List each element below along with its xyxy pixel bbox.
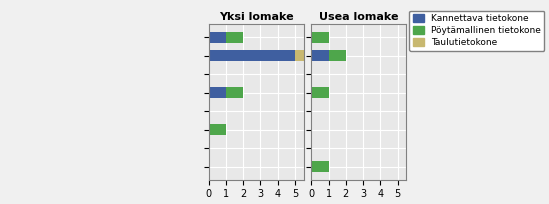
Bar xyxy=(311,32,328,43)
Bar xyxy=(209,124,226,135)
Bar xyxy=(295,50,312,61)
Bar xyxy=(226,32,243,43)
Bar xyxy=(209,87,226,98)
Bar xyxy=(209,50,295,61)
Bar xyxy=(311,161,328,172)
Bar xyxy=(226,87,243,98)
Legend: Kannettava tietokone, Pöytämallinen tietokone, Taulutietokone: Kannettava tietokone, Pöytämallinen tiet… xyxy=(410,11,545,51)
Bar xyxy=(328,50,346,61)
Bar xyxy=(311,50,328,61)
Bar xyxy=(209,32,226,43)
Title: Yksi lomake: Yksi lomake xyxy=(219,12,294,22)
Bar xyxy=(311,87,328,98)
Title: Usea lomake: Usea lomake xyxy=(319,12,399,22)
